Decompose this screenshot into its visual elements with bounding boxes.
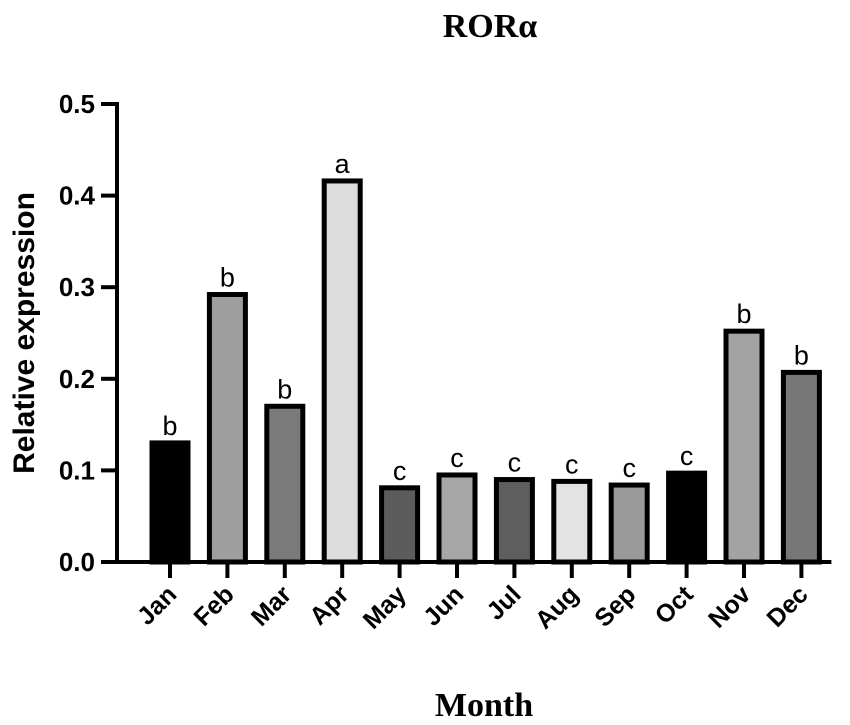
significance-label: c: [565, 449, 579, 479]
x-tick-label-apr: Apr: [304, 580, 354, 630]
y-axis-title: Relative expression: [8, 192, 41, 474]
bar-sep: [608, 482, 650, 565]
x-tick-label-oct: Oct: [650, 580, 700, 630]
x-tick-label-nov: Nov: [703, 580, 756, 633]
chart-title: RORα: [443, 8, 538, 45]
x-tick-label-jun: Jun: [418, 580, 469, 631]
y-tick-label: 0.1: [59, 455, 95, 485]
significance-label: b: [736, 299, 751, 329]
x-tick-label-may: May: [358, 580, 412, 634]
bar-jun: [436, 472, 478, 565]
bar-jan: [149, 440, 191, 565]
y-tick-label: 0.0: [59, 547, 95, 577]
bar-oct: [666, 470, 708, 565]
significance-label: a: [335, 149, 351, 179]
significance-label: c: [508, 448, 522, 478]
y-tick-label: 0.2: [59, 364, 95, 394]
y-tick-label: 0.5: [59, 89, 95, 119]
y-tick-label: 0.4: [59, 181, 96, 211]
significance-label: b: [162, 411, 177, 441]
bars: [149, 178, 822, 565]
significance-label: c: [680, 441, 694, 471]
significance-label: b: [220, 263, 235, 293]
x-tick-label-mar: Mar: [246, 580, 297, 631]
bar-may: [379, 485, 421, 565]
significance-label: c: [450, 443, 464, 473]
x-tick-label-feb: Feb: [188, 580, 239, 631]
x-tick-label-sep: Sep: [589, 580, 641, 632]
x-axis-title: Month: [435, 687, 533, 724]
significance-label: b: [794, 340, 809, 370]
significance-label: c: [622, 453, 636, 483]
y-tick-label: 0.3: [59, 272, 95, 302]
bar-nov: [723, 328, 765, 565]
bar-dec: [780, 369, 822, 565]
significance-label: b: [277, 374, 292, 404]
bar-mar: [264, 403, 306, 565]
bar-feb: [206, 292, 248, 565]
x-tick-label-jul: Jul: [481, 580, 526, 625]
significance-labels: b b b a c c c c c c b b: [162, 149, 808, 486]
x-tick-label-dec: Dec: [761, 580, 813, 632]
bar-aug: [551, 478, 593, 565]
significance-label: c: [393, 456, 407, 486]
x-tick-label-aug: Aug: [530, 580, 584, 634]
bar-apr: [321, 178, 363, 565]
x-tick-label-jan: Jan: [132, 580, 182, 630]
bar-jul: [493, 477, 535, 565]
